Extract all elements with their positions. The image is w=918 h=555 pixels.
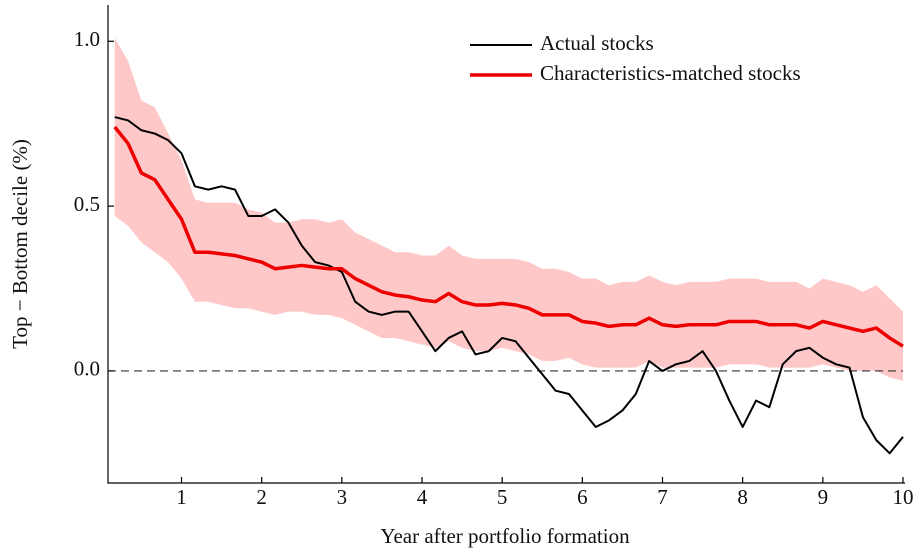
x-axis-label: Year after portfolio formation xyxy=(380,524,630,548)
x-tick-label: 7 xyxy=(657,485,668,509)
x-tick-label: 5 xyxy=(497,485,508,509)
x-tick-label: 9 xyxy=(818,485,829,509)
confidence-band xyxy=(114,37,904,381)
y-tick-label: 0.0 xyxy=(74,357,100,381)
x-tick-label: 1 xyxy=(176,485,187,509)
x-tick-label: 2 xyxy=(256,485,267,509)
data-line xyxy=(113,125,904,348)
legend-label: Actual stocks xyxy=(540,31,654,55)
axes xyxy=(107,5,905,484)
x-tick-label: 4 xyxy=(417,485,428,509)
legend-label: Characteristics-matched stocks xyxy=(540,61,801,85)
y-tick-label: 1.0 xyxy=(74,27,100,51)
x-tick-label: 8 xyxy=(737,485,748,509)
y-tick-label: 0.5 xyxy=(74,192,100,216)
data-line xyxy=(114,116,904,455)
y-axis-label: Top − Bottom decile (%) xyxy=(8,139,32,349)
x-tick-label: 3 xyxy=(337,485,348,509)
x-tick-label: 6 xyxy=(577,485,588,509)
x-tick-label: 10 xyxy=(893,485,914,509)
